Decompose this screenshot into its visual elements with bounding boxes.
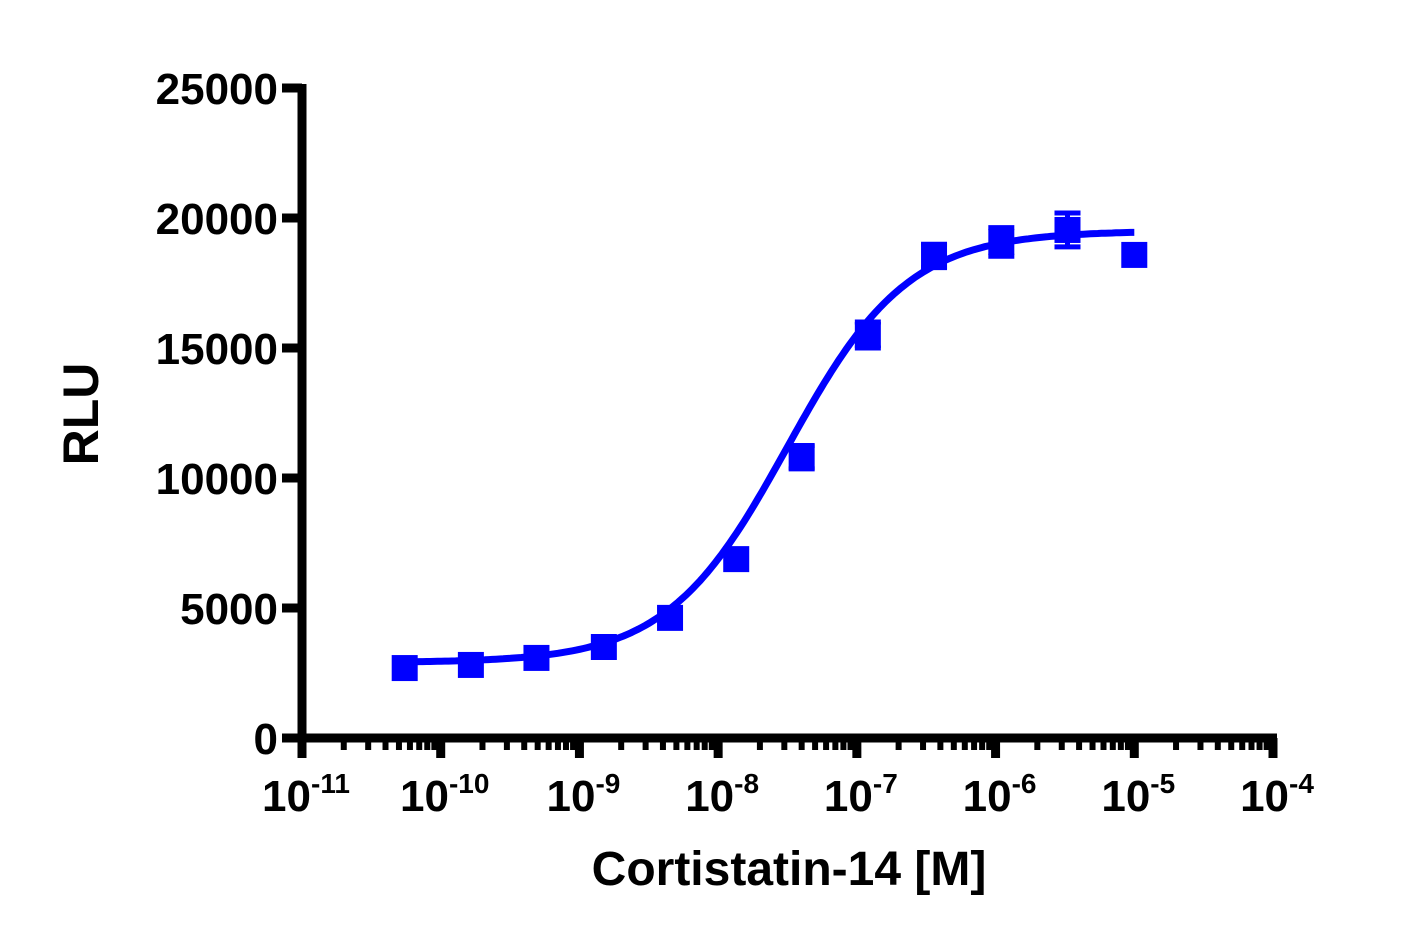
square-marker bbox=[854, 322, 881, 348]
axes bbox=[297, 84, 1277, 743]
data-point bbox=[1054, 210, 1081, 250]
data-point bbox=[854, 319, 881, 351]
x-tick-label: 10-7 bbox=[824, 768, 898, 821]
data-point bbox=[1121, 241, 1148, 268]
y-axis-ticks: 0 5000 10000 15000 20000 25000 bbox=[156, 65, 302, 764]
y-tick-label: 10000 bbox=[156, 455, 278, 504]
square-marker bbox=[1054, 216, 1081, 243]
square-marker bbox=[523, 644, 550, 671]
fit-curve bbox=[404, 228, 1135, 666]
y-tick-label: 0 bbox=[254, 715, 278, 764]
data-point bbox=[523, 644, 550, 671]
x-axis-ticks: 10-11 10-10 10-9 10-8 10-7 10-6 10-5 10-4 bbox=[262, 738, 1314, 821]
data-point bbox=[988, 225, 1015, 259]
x-tick-label: 10-8 bbox=[685, 768, 759, 821]
y-tick-label: 15000 bbox=[156, 325, 278, 374]
data-point bbox=[590, 634, 617, 660]
y-tick-label: 25000 bbox=[156, 65, 278, 114]
square-marker bbox=[723, 546, 750, 573]
x-tick-label: 10-5 bbox=[1101, 768, 1175, 821]
data-point bbox=[657, 604, 684, 631]
data-points bbox=[391, 210, 1148, 682]
square-marker bbox=[457, 651, 484, 678]
data-point bbox=[723, 546, 750, 573]
data-point bbox=[788, 443, 815, 472]
square-marker bbox=[590, 634, 617, 660]
data-point bbox=[921, 241, 948, 271]
x-tick-label: 10-6 bbox=[963, 768, 1037, 821]
x-tick-label: 10-11 bbox=[262, 768, 350, 821]
square-marker bbox=[921, 242, 948, 269]
data-point bbox=[457, 651, 484, 678]
square-marker bbox=[657, 604, 684, 631]
data-point bbox=[391, 655, 418, 682]
x-tick-label: 10-10 bbox=[400, 768, 489, 821]
y-tick-label: 20000 bbox=[156, 195, 278, 244]
x-tick-label: 10-4 bbox=[1240, 768, 1314, 821]
y-axis-label: RLU bbox=[53, 363, 109, 466]
square-marker bbox=[391, 655, 418, 682]
x-tick-label: 10-9 bbox=[546, 768, 620, 821]
square-marker bbox=[1121, 241, 1148, 268]
y-tick-label: 5000 bbox=[180, 585, 278, 634]
x-axis-label: Cortistatin-14 [M] bbox=[592, 843, 987, 896]
square-marker bbox=[988, 228, 1015, 255]
square-marker bbox=[788, 444, 815, 471]
